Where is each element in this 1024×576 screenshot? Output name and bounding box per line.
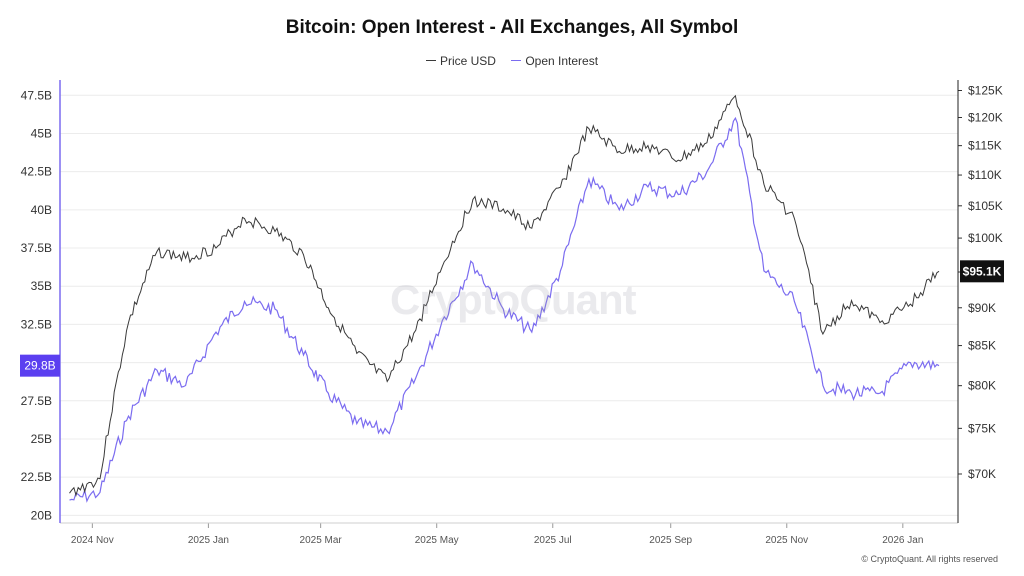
y-left-tick-label: 42.5B	[21, 165, 52, 179]
y-right-tick-label: $100K	[968, 231, 1003, 245]
y-right-tick-label: $70K	[968, 467, 996, 481]
y-right-tick-label: $85K	[968, 339, 996, 353]
legend-swatch-open-interest	[511, 60, 522, 61]
y-right-tick-label: $80K	[968, 379, 996, 393]
y-right-tick-label: $105K	[968, 199, 1003, 213]
y-left-tick-label: 20B	[31, 508, 52, 522]
legend-swatch-price	[425, 60, 436, 61]
chart-title: Bitcoin: Open Interest - All Exchanges, …	[285, 17, 739, 38]
copyright-footer: © CryptoQuant. All rights reserved	[861, 554, 998, 564]
current-oi-label: 29.8B	[24, 359, 55, 373]
x-tick-label: 2025 Jul	[534, 535, 572, 546]
x-tick-label: 2025 Mar	[300, 535, 343, 546]
x-tick-label: 2025 Jan	[188, 535, 229, 546]
y-left-tick-label: 22.5B	[21, 470, 52, 484]
y-left-tick-label: 47.5B	[21, 88, 52, 102]
y-left-tick-label: 32.5B	[21, 317, 52, 331]
current-oi-badge	[20, 354, 60, 377]
x-tick-label: 2025 Nov	[765, 535, 808, 546]
y-left-tick-label: 37.5B	[21, 241, 52, 255]
y-right-tick-label: $75K	[968, 421, 996, 435]
y-right-tick-label: $125K	[968, 83, 1003, 97]
y-left-tick-label: 25B	[31, 432, 52, 446]
legend-item-open-interest[interactable]: Open Interest	[511, 54, 598, 68]
y-right-tick-label: $120K	[968, 110, 1003, 124]
y-left-tick-label: 40B	[31, 203, 52, 217]
x-tick-label: 2025 May	[415, 535, 459, 546]
series-line-price[interactable]	[69, 94, 940, 498]
y-right-tick-label: $110K	[968, 168, 1002, 182]
chart-legend: Price USD Open Interest	[0, 50, 1024, 68]
y-left-tick-label: 35B	[31, 279, 52, 293]
y-left-tick-label: 45B	[31, 126, 52, 140]
y-left-tick-label: 27.5B	[21, 394, 52, 408]
y-right-tick-label: $115K	[968, 139, 1002, 153]
watermark-logo: CryptoQuant	[390, 276, 637, 323]
current-price-label: $95.1K	[963, 264, 1002, 278]
current-price-badge	[960, 260, 1004, 283]
legend-label-price: Price USD	[439, 53, 496, 68]
y-right-tick-label: $90K	[968, 301, 996, 315]
legend-item-price[interactable]: Price USD	[425, 53, 496, 68]
legend-label-open-interest: Open Interest	[525, 53, 599, 68]
x-tick-label: 2025 Sep	[649, 535, 692, 546]
x-tick-label: 2026 Jan	[882, 535, 923, 546]
series-line-open-interest[interactable]	[69, 116, 940, 503]
x-tick-label: 2024 Nov	[71, 535, 114, 546]
